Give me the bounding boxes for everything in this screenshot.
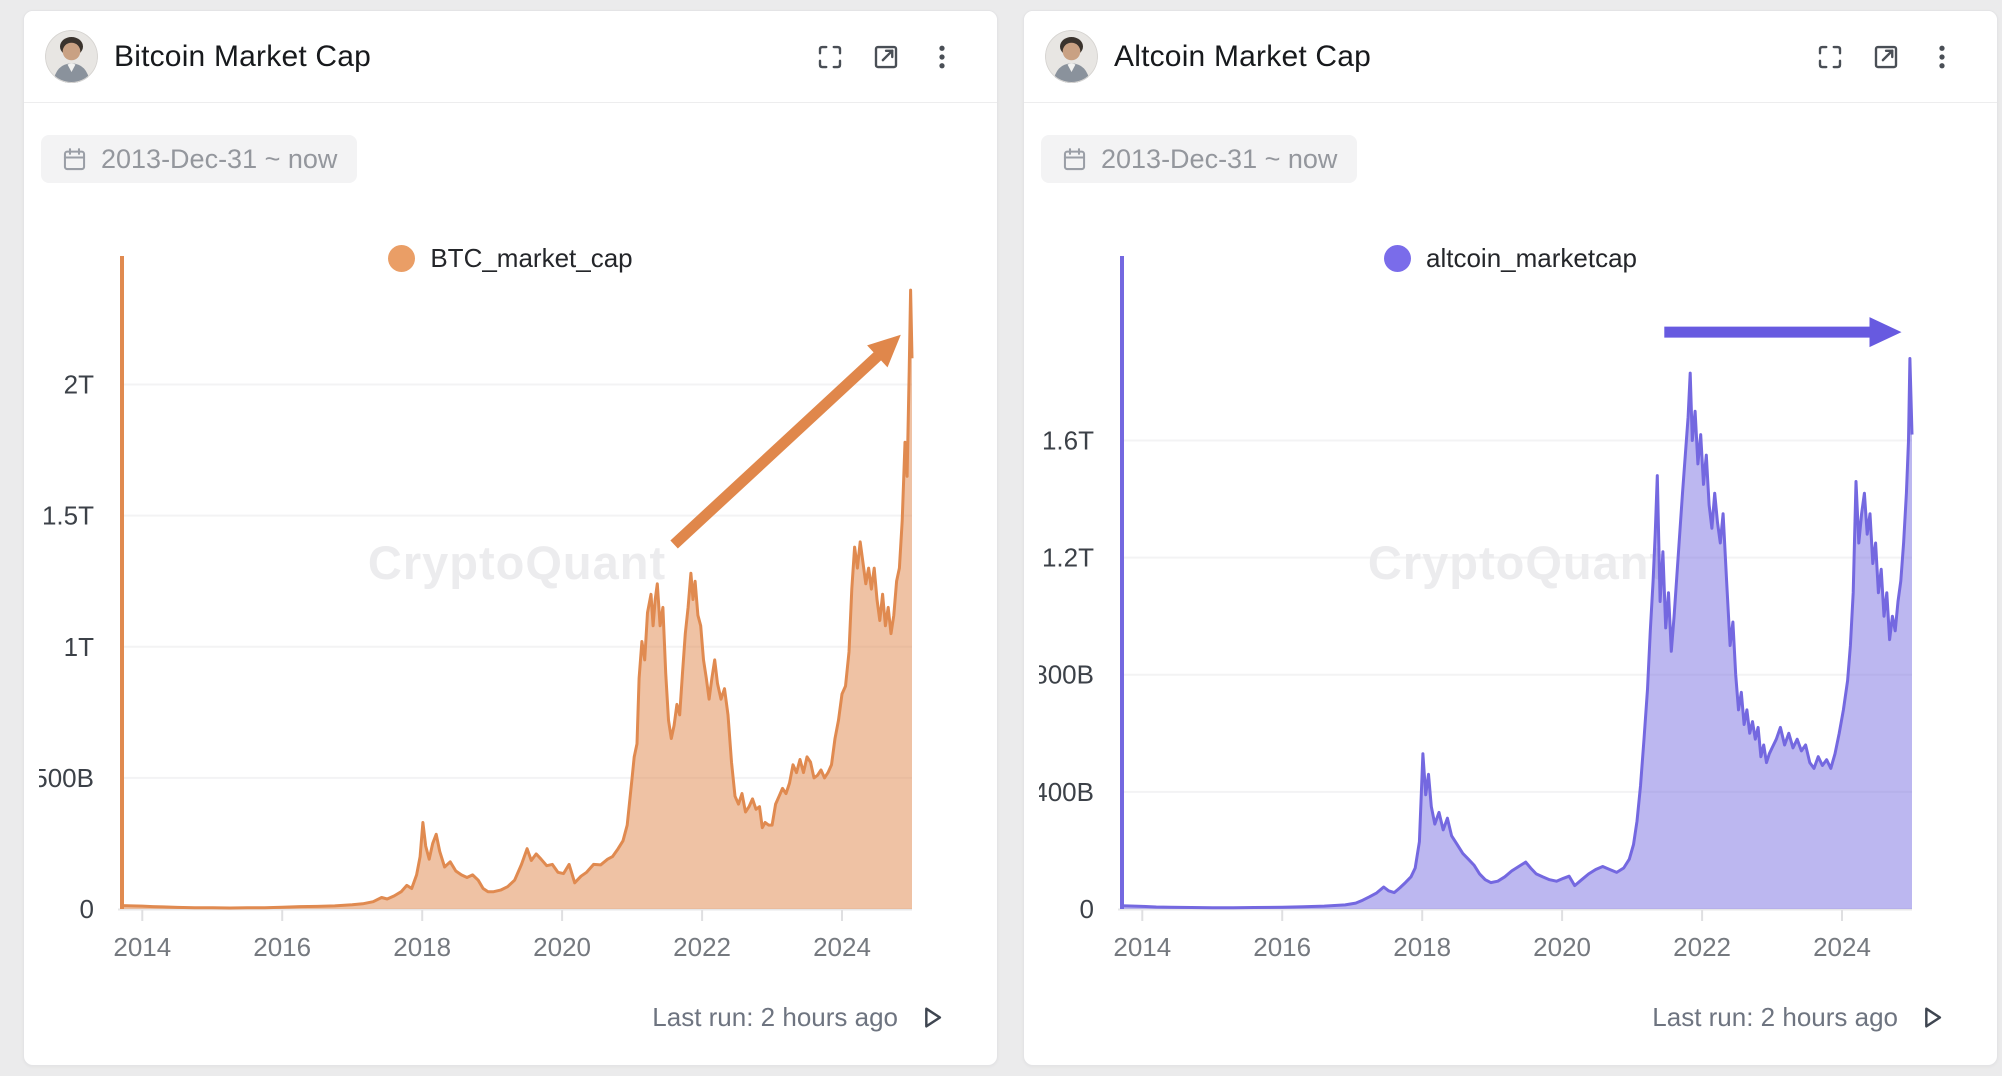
legend-dot [1384,245,1411,272]
external-link-icon [1874,45,1898,68]
calendar-icon [1063,147,1086,170]
svg-text:2014: 2014 [1113,932,1171,962]
bitcoin-market-cap-card: 2014 2016 2018 2020 2022 2024 CryptoQuant 0 500B… [23,10,998,1066]
svg-text:2020: 2020 [533,932,591,962]
card-footer: Last run: 2 hours ago [652,1001,947,1033]
svg-text:500B: 500B [33,763,94,793]
svg-text:CryptoQuant: CryptoQuant [1368,536,1666,589]
fullscreen-button[interactable] [1815,42,1845,72]
legend-dot [388,245,416,272]
svg-text:1.2T: 1.2T [1042,543,1094,573]
page-title: Bitcoin Market Cap [114,39,372,73]
svg-text:CryptoQuant: CryptoQuant [368,536,666,589]
card-footer: Last run: 2 hours ago [1652,1001,1947,1033]
last-run-label: Last run: 2 hours ago [652,1001,898,1032]
svg-text:2020: 2020 [1533,932,1591,962]
author-avatar-photo [1045,30,1098,83]
svg-text:2024: 2024 [1813,932,1871,962]
svg-text:2018: 2018 [1393,932,1451,962]
more-options-button[interactable] [927,42,957,72]
author-avatar-photo [45,30,98,83]
svg-text:1T: 1T [64,632,94,662]
kebab-menu-icon [1939,45,1945,68]
open-in-new-button[interactable] [871,42,901,72]
svg-text:0: 0 [80,894,94,924]
fullscreen-icon [1818,45,1842,68]
svg-text:2024: 2024 [813,932,871,962]
open-in-new-button[interactable] [1871,42,1901,72]
last-run-label: Last run: 2 hours ago [1652,1001,1898,1032]
date-range-chip[interactable]: 2013-Dec-31 ~ now [41,135,358,183]
svg-text:2022: 2022 [673,932,731,962]
kebab-menu-icon [939,45,945,68]
more-options-button[interactable] [1927,42,1957,72]
fullscreen-button[interactable] [815,42,845,72]
date-range-chip[interactable]: 2013-Dec-31 ~ now [1041,135,1358,183]
author-avatar[interactable] [45,30,98,83]
card-header: Altcoin Market Cap [1024,11,1997,103]
svg-text:1.5T: 1.5T [42,501,94,531]
date-range-label: 2013-Dec-31 ~ now [1101,143,1338,174]
external-link-icon [874,45,898,68]
svg-text:800B: 800B [1033,660,1094,690]
svg-text:400B: 400B [1033,777,1094,807]
svg-text:2016: 2016 [1253,932,1311,962]
page-title: Altcoin Market Cap [1114,39,1372,73]
altcoin-market-cap-card: 2014 2016 2018 2020 2022 2024 CryptoQuant 0 400B… [1023,10,1998,1066]
fullscreen-icon [818,45,842,68]
svg-text:2014: 2014 [113,932,171,962]
card-header: Bitcoin Market Cap [24,11,997,103]
svg-text:2022: 2022 [1673,932,1731,962]
svg-text:0: 0 [1080,894,1094,924]
author-avatar[interactable] [1045,30,1098,83]
chart-canvas[interactable]: 2014 2016 2018 2020 2022 2024 CryptoQuant 0 400B… [1024,11,1998,1066]
play-icon [924,1006,941,1028]
legend-item[interactable]: altcoin_marketcap [1024,243,1997,274]
legend-label: altcoin_marketcap [1426,243,1637,273]
play-icon [1924,1006,1941,1028]
legend-item[interactable]: BTC_market_cap [24,243,997,274]
run-button[interactable] [1915,1001,1947,1033]
run-button[interactable] [915,1001,947,1033]
date-range-label: 2013-Dec-31 ~ now [101,143,338,174]
svg-text:1.6T: 1.6T [1042,426,1094,456]
calendar-icon [63,147,86,170]
svg-text:2T: 2T [64,370,94,400]
svg-text:2016: 2016 [253,932,311,962]
chart-canvas[interactable]: 2014 2016 2018 2020 2022 2024 CryptoQuant 0 500B… [24,11,998,1066]
legend-label: BTC_market_cap [430,243,633,273]
svg-text:2018: 2018 [393,932,451,962]
